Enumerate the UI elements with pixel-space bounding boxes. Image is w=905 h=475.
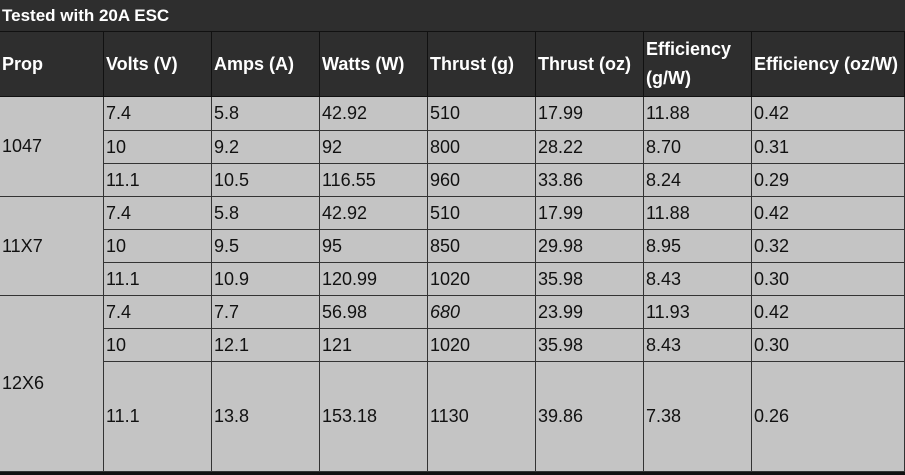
data-cell: 8.24 — [644, 164, 752, 197]
data-cell: 1020 — [428, 329, 536, 362]
data-cell: 7.38 — [644, 362, 752, 472]
column-header: Efficiency (g/W) — [644, 32, 752, 97]
data-cell: 680 — [428, 296, 536, 329]
data-cell: 10 — [104, 329, 212, 362]
data-cell: 960 — [428, 164, 536, 197]
column-header: Efficiency (oz/W) — [752, 32, 905, 97]
data-cell: 121 — [320, 329, 428, 362]
data-cell: 0.31 — [752, 131, 905, 164]
data-cell: 153.18 — [320, 362, 428, 472]
data-cell: 42.92 — [320, 97, 428, 131]
data-cell: 10.9 — [212, 263, 320, 296]
column-header: Thrust (oz) — [536, 32, 644, 97]
data-cell: 120.99 — [320, 263, 428, 296]
data-cell: 11.1 — [104, 362, 212, 472]
data-cell: 0.32 — [752, 230, 905, 263]
data-cell: 39.86 — [536, 362, 644, 472]
data-cell: 42.92 — [320, 197, 428, 230]
column-header: Volts (V) — [104, 32, 212, 97]
data-cell: 35.98 — [536, 263, 644, 296]
data-cell: 0.26 — [752, 362, 905, 472]
column-header: Prop — [0, 32, 104, 97]
table-title: Tested with 20A ESC — [0, 0, 905, 32]
data-cell: 7.7 — [212, 296, 320, 329]
data-cell: 5.8 — [212, 197, 320, 230]
data-cell: 0.42 — [752, 296, 905, 329]
data-cell: 7.4 — [104, 97, 212, 131]
data-cell: 0.42 — [752, 197, 905, 230]
data-cell: 10 — [104, 230, 212, 263]
data-cell: 8.43 — [644, 329, 752, 362]
data-cell: 10.5 — [212, 164, 320, 197]
prop-cell: 12X6 — [0, 296, 104, 472]
data-cell: 95 — [320, 230, 428, 263]
data-cell: 11.1 — [104, 263, 212, 296]
data-cell: 13.8 — [212, 362, 320, 472]
data-cell: 11.88 — [644, 97, 752, 131]
data-cell: 800 — [428, 131, 536, 164]
column-header: Watts (W) — [320, 32, 428, 97]
data-cell: 11.93 — [644, 296, 752, 329]
data-cell: 12.1 — [212, 329, 320, 362]
data-cell: 510 — [428, 97, 536, 131]
column-header: Amps (A) — [212, 32, 320, 97]
data-cell: 8.70 — [644, 131, 752, 164]
prop-cell: 1047 — [0, 97, 104, 197]
data-cell: 10 — [104, 131, 212, 164]
data-cell: 510 — [428, 197, 536, 230]
prop-cell: 11X7 — [0, 197, 104, 296]
data-cell: 17.99 — [536, 97, 644, 131]
data-cell: 56.98 — [320, 296, 428, 329]
data-cell: 33.86 — [536, 164, 644, 197]
column-header: Thrust (g) — [428, 32, 536, 97]
data-cell: 29.98 — [536, 230, 644, 263]
data-cell: 7.4 — [104, 296, 212, 329]
data-cell: 92 — [320, 131, 428, 164]
data-cell: 0.42 — [752, 97, 905, 131]
data-cell: 5.8 — [212, 97, 320, 131]
data-cell: 28.22 — [536, 131, 644, 164]
data-cell: 17.99 — [536, 197, 644, 230]
data-cell: 8.43 — [644, 263, 752, 296]
data-cell: 7.4 — [104, 197, 212, 230]
data-cell: 0.30 — [752, 329, 905, 362]
data-cell: 1020 — [428, 263, 536, 296]
data-cell: 11.88 — [644, 197, 752, 230]
data-cell: 9.5 — [212, 230, 320, 263]
data-cell: 0.30 — [752, 263, 905, 296]
data-cell: 1130 — [428, 362, 536, 472]
data-cell: 9.2 — [212, 131, 320, 164]
data-cell: 35.98 — [536, 329, 644, 362]
data-cell: 850 — [428, 230, 536, 263]
data-cell: 23.99 — [536, 296, 644, 329]
data-cell: 11.1 — [104, 164, 212, 197]
data-cell: 116.55 — [320, 164, 428, 197]
data-cell: 8.95 — [644, 230, 752, 263]
data-cell: 0.29 — [752, 164, 905, 197]
